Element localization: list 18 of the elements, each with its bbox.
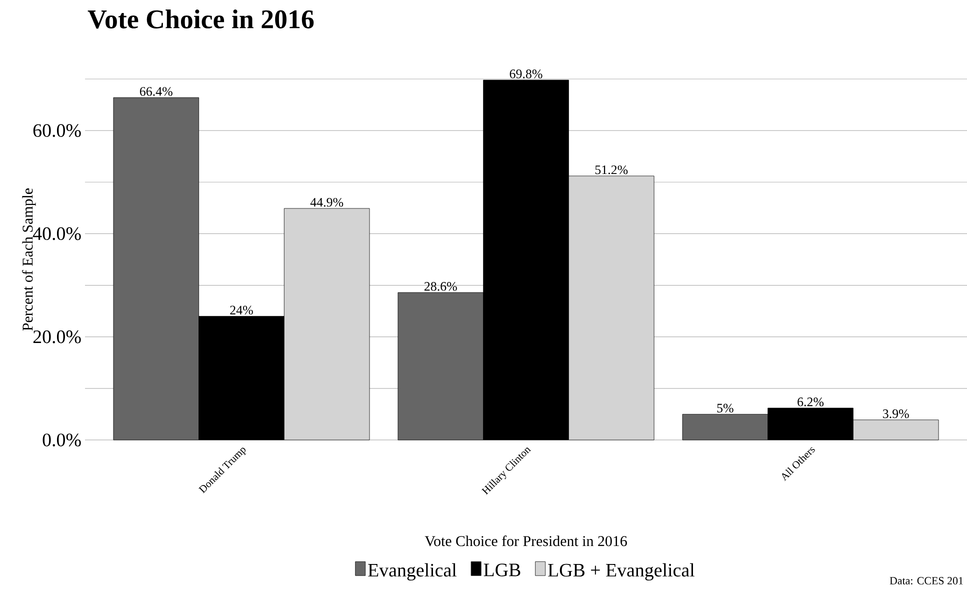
data-label: 28.6%: [424, 282, 457, 291]
data-label: 51.2%: [595, 165, 628, 174]
legend-label: LGB: [484, 564, 520, 576]
y-tick-label: 20.0%: [33, 330, 81, 344]
y-tick-label: 0.0%: [42, 434, 81, 446]
data-label: 44.9%: [310, 198, 344, 207]
data-label: 5%: [717, 404, 734, 412]
data-label: 69.8%: [510, 70, 542, 78]
legend-label: LGB + Evangelical: [548, 563, 694, 581]
data-label: 3.9%: [883, 409, 909, 418]
data-label: 66.4%: [140, 87, 172, 96]
data-label: 24%: [230, 306, 253, 315]
chart-title: Vote Choice in 2016: [88, 10, 314, 29]
x-axis-title: Vote Choice for President in 2016: [424, 536, 627, 546]
data-label: 6.2%: [798, 398, 824, 406]
y-tick-label: 60.0%: [33, 124, 81, 137]
text: Data: CCES 201: [890, 577, 963, 584]
legend-label: Evangelical: [368, 563, 457, 581]
